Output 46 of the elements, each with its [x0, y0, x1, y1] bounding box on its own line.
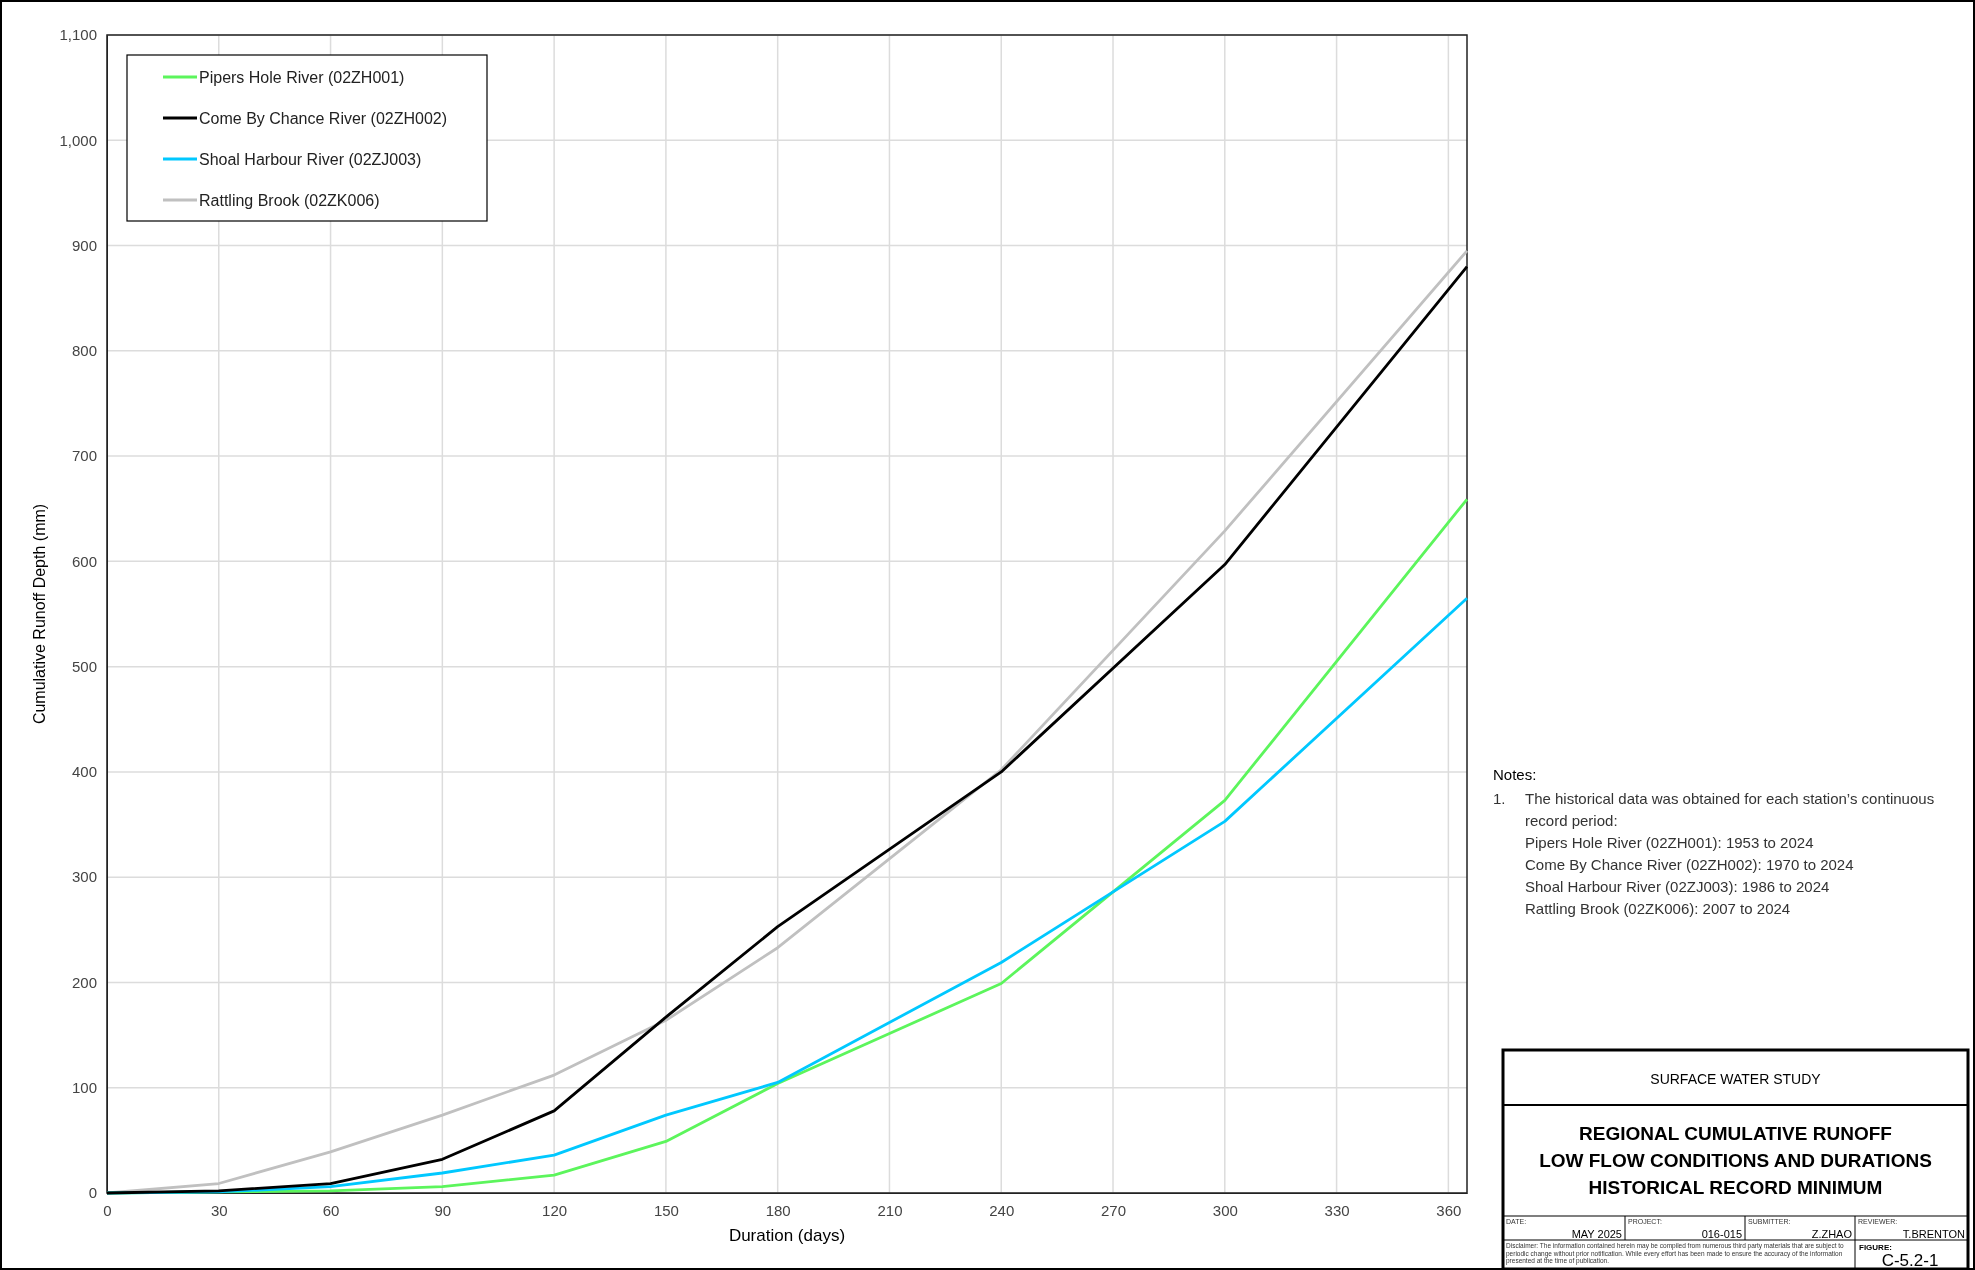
text: T.BRENTON [1902, 1228, 1966, 1240]
y-tick-label: 100 [71, 1079, 97, 1097]
x-tick-label: 120 [542, 1201, 568, 1219]
text: FIGURE: [1859, 1243, 1892, 1252]
y-axis-title: Cumulative Runoff Depth (mm) [31, 503, 48, 725]
y-tick-label: 900 [71, 236, 97, 254]
text: Come By Chance River (02ZH002): 1970 to 2024 [1525, 856, 1854, 873]
x-tick-label: 30 [210, 1201, 228, 1219]
y-tick-label: 500 [71, 657, 97, 675]
x-tick-label: 210 [877, 1201, 903, 1219]
y-tick-label: 0 [88, 1184, 97, 1202]
text: The historical data was obtained for each station’s continuous record period: [1525, 790, 1935, 829]
x-tick-label: 270 [1101, 1201, 1127, 1219]
y-tick-label: 400 [71, 763, 97, 781]
x-tick-label: 0 [103, 1201, 112, 1219]
x-tick-label: 330 [1324, 1201, 1350, 1219]
text: Notes: [1493, 766, 1537, 783]
legend-label: Rattling Brook (02ZK006) [199, 192, 380, 209]
text: MAY 2025 [1571, 1228, 1622, 1240]
legend-label: Come By Chance River (02ZH002) [199, 110, 448, 127]
text: Z.ZHAO [1811, 1228, 1853, 1240]
y-tick-label: 600 [71, 552, 97, 570]
y-tick-label: 700 [71, 447, 97, 465]
x-tick-label: 300 [1212, 1201, 1238, 1219]
x-tick-label: 150 [653, 1201, 679, 1219]
y-tick-label: 1,000 [59, 131, 97, 149]
x-tick-label: 180 [765, 1201, 791, 1219]
y-tick-label: 800 [71, 342, 97, 360]
legend-label: Pipers Hole River (02ZH001) [199, 69, 405, 86]
x-tick-label: 90 [434, 1201, 452, 1219]
x-tick-label: 240 [989, 1201, 1015, 1219]
text: Shoal Harbour River (02ZJ003): 1986 to 2024 [1525, 878, 1830, 895]
x-tick-label: 60 [322, 1201, 340, 1219]
x-axis-title: Duration (days) [728, 1226, 846, 1245]
y-tick-label: 300 [71, 868, 97, 886]
text: SURFACE WATER STUDY [1650, 1071, 1822, 1087]
text: 1. [1493, 790, 1506, 807]
y-tick-label: 200 [71, 973, 97, 991]
text: Rattling Brook (02ZK006): 2007 to 2024 [1525, 900, 1791, 917]
text: Pipers Hole River (02ZH001): 1953 to 2024 [1525, 834, 1814, 851]
y-tick-label: 1,100 [59, 26, 97, 44]
legend-label: Shoal Harbour River (02ZJ003) [199, 151, 422, 168]
text: C-5.2-1 [1881, 1251, 1939, 1270]
x-tick-label: 360 [1436, 1201, 1462, 1219]
text: REGIONAL CUMULATIVE RUNOFF LOW FLOW CONDITIONS AND DURATIONS HISTORICAL RECORD MINIMUM [1539, 1123, 1932, 1198]
text: 016-015 [1701, 1228, 1742, 1240]
